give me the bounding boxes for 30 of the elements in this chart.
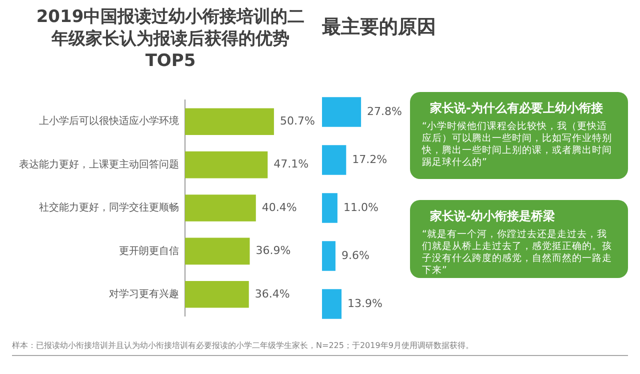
- data-label: 11.0%: [343, 200, 378, 214]
- data-label: 13.9%: [348, 296, 382, 310]
- bar: [185, 281, 249, 308]
- bar: [322, 241, 336, 271]
- data-label: 27.8%: [367, 104, 402, 118]
- y-tick-label: 社交能力更好，同学交往更顺畅: [39, 202, 179, 214]
- bar: [185, 194, 256, 222]
- bar: [322, 97, 362, 127]
- chart-title: 2019中国报读过幼小衔接培训的二年级家长认为报读后获得的优势TOP5: [35, 6, 306, 72]
- bar: [322, 193, 338, 223]
- bar: [185, 108, 274, 135]
- data-label: 36.9%: [256, 244, 291, 258]
- data-label: 50.7%: [280, 114, 315, 128]
- bar: [185, 151, 268, 178]
- data-label: 9.6%: [341, 248, 370, 262]
- y-tick-label: 对学习更有兴趣: [109, 288, 179, 300]
- data-label: 36.4%: [254, 287, 290, 300]
- data-label: 47.1%: [274, 158, 309, 171]
- y-tick-label: 表达能力更好，上课更主动回答问题: [19, 158, 179, 170]
- y-tick-label: 上小学后可以很快适应小学环境: [39, 115, 179, 128]
- data-label: 40.4%: [262, 200, 297, 214]
- bar: [322, 289, 342, 319]
- data-label: 17.2%: [352, 152, 388, 166]
- chart-title: 最主要的原因: [322, 15, 436, 40]
- bar: [322, 145, 346, 175]
- quote-card: 家长说-为什么有必要上幼小衔接 “小学时候他们课程会比较快，我（更快适应后）可以腾出一些时间，比如写作业特别快，腾出一些时间上别的课，或者腾出时间踢足球什么的”: [410, 92, 628, 179]
- text: 样本：已报读幼小衔接培训并且认为幼小衔接培训有必要报读的小学二年级学生家长，N=225；于2019年9月使用调研数据获得。: [12, 340, 474, 351]
- y-tick-label: 更开朗更自信: [119, 244, 179, 257]
- quote-card: 家长说-幼小衔接是桥梁 “就是有一个河，你蹚过去还是走过去，我们就是从桥上走过去了，感觉挺正确的。孩子没有什么跨度的感觉，自然而然的一路走下来”: [410, 200, 628, 278]
- bar: [185, 238, 250, 265]
